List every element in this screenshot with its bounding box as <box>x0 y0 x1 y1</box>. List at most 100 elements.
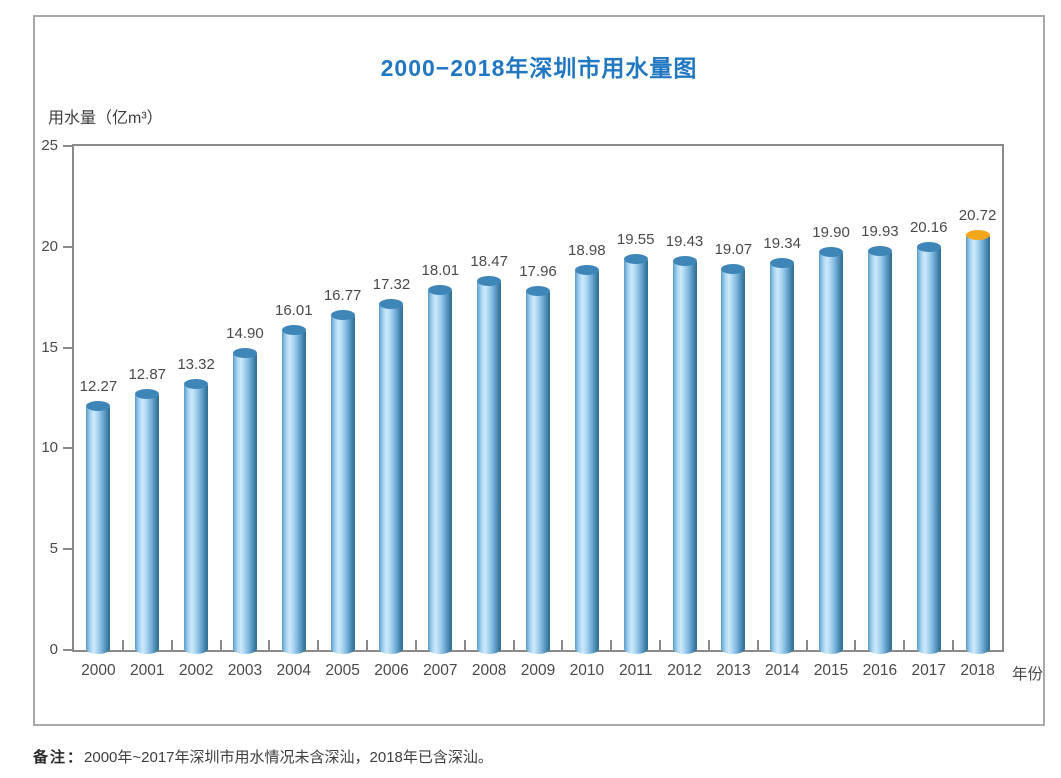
x-axis-year-label: 2007 <box>423 662 458 679</box>
x-tick-mark <box>463 640 466 650</box>
bar-2010 <box>574 265 599 654</box>
bar-2014 <box>770 258 795 654</box>
y-tick-mark <box>63 447 72 450</box>
bar-cap <box>770 258 795 269</box>
x-axis-year-label: 2004 <box>276 662 312 679</box>
bar-cap <box>184 379 209 390</box>
x-axis-year-label: 2008 <box>471 662 507 679</box>
bar-2002 <box>184 379 209 654</box>
x-tick-mark <box>707 640 710 650</box>
bar-cap <box>623 253 648 264</box>
x-axis-year-label: 2018 <box>960 662 995 679</box>
x-tick-mark <box>219 640 222 650</box>
bar-2011 <box>623 253 648 654</box>
x-axis-title: 年份 <box>1012 666 1044 683</box>
x-axis-year-label: 2011 <box>619 662 653 679</box>
bar-cap <box>819 246 844 257</box>
x-tick-mark <box>170 640 173 650</box>
x-axis-year-label: 2016 <box>862 662 898 679</box>
bar-value-label: 12.27 <box>79 377 118 395</box>
bar-cap <box>477 275 502 286</box>
bar-2017 <box>916 241 941 654</box>
bar-value-label: 16.77 <box>323 286 362 304</box>
footnote: 备注：2000年~2017年深圳市用水情况未含深汕，2018年已含深汕。 <box>33 746 493 767</box>
x-axis-year-label: 2000 <box>81 662 116 679</box>
bar-2018 <box>965 230 990 654</box>
x-axis-year-label: 2001 <box>130 662 165 679</box>
y-tick-mark <box>63 245 72 248</box>
bar-cap <box>86 400 111 411</box>
bar-value-label: 19.90 <box>812 223 850 241</box>
x-axis-year-label: 2012 <box>667 662 702 679</box>
x-tick-mark <box>610 640 613 650</box>
y-tick-label: 15 <box>41 338 58 356</box>
x-tick-mark <box>268 640 271 650</box>
bar-2003 <box>232 347 257 654</box>
x-tick-mark <box>903 640 906 650</box>
footnote-label: 备注： <box>33 749 85 766</box>
bar-2016 <box>867 246 892 654</box>
bar-2004 <box>281 325 306 654</box>
bar-value-label: 18.47 <box>470 252 508 270</box>
bar-value-label: 18.98 <box>568 242 606 260</box>
bar-value-label: 20.16 <box>909 218 948 236</box>
bar-2015 <box>819 246 844 654</box>
y-tick-label: 5 <box>49 540 58 558</box>
x-tick-mark <box>512 640 515 650</box>
bar-value-label: 17.96 <box>519 262 557 280</box>
bar-cap <box>721 263 746 274</box>
bar-value-label: 12.87 <box>128 365 167 383</box>
x-tick-mark <box>414 640 417 650</box>
bar-cap <box>330 309 355 320</box>
bar-cap <box>379 298 404 309</box>
x-tick-mark <box>756 640 759 650</box>
x-tick-mark <box>121 640 124 650</box>
bar-cap <box>672 256 697 267</box>
bar-cap <box>428 284 453 295</box>
plot-area: 0 5 10 15 20 25 12.27 2000 12.87 2001 13.32 2002 14.… <box>41 137 1043 683</box>
x-axis-year-label: 2005 <box>325 662 360 679</box>
bar-value-label: 19.93 <box>861 223 899 241</box>
bar-2000 <box>86 400 111 654</box>
bar-2001 <box>135 388 160 654</box>
x-axis-year-label: 2006 <box>374 662 409 679</box>
chart-card: 2000−2018年深圳市用水量图 用水量（亿m³） 0 5 10 15 20 25 12.… <box>33 15 1045 726</box>
bar-value-label: 17.32 <box>372 275 411 293</box>
x-axis-year-label: 2002 <box>178 662 214 679</box>
x-tick-mark <box>317 640 320 650</box>
x-tick-mark <box>366 640 369 650</box>
bar-cap <box>232 347 257 358</box>
y-tick-label: 10 <box>41 439 58 457</box>
y-tick-mark <box>63 649 72 651</box>
footnote-text: 2000年~2017年深圳市用水情况未含深汕，2018年已含深汕。 <box>84 749 493 766</box>
bar-2006 <box>379 298 404 654</box>
x-tick-mark <box>659 640 662 650</box>
x-tick-mark <box>952 640 955 650</box>
y-tick-mark <box>63 145 72 147</box>
bar-value-label: 13.32 <box>177 356 215 374</box>
y-tick-label: 0 <box>49 641 58 658</box>
x-axis-year-label: 2014 <box>764 662 800 679</box>
bar-cap-highlight <box>965 230 990 241</box>
y-tick-label: 20 <box>41 237 58 255</box>
bar-cap <box>281 325 306 336</box>
x-axis-year-label: 2017 <box>911 662 946 679</box>
bar-2012 <box>672 256 697 654</box>
bar-2013 <box>721 263 746 654</box>
bar-value-label: 20.72 <box>958 207 997 225</box>
bar-cap <box>916 241 941 252</box>
bar-value-label: 14.90 <box>226 324 264 342</box>
bar-value-label: 19.34 <box>763 235 801 253</box>
bar-value-label: 19.43 <box>665 233 704 251</box>
x-axis-year-label: 2010 <box>569 662 605 679</box>
x-tick-mark <box>805 640 808 650</box>
bar-value-label: 19.55 <box>616 230 655 248</box>
bar-cap <box>135 388 160 399</box>
bar-2005 <box>330 309 355 654</box>
bar-cap <box>574 265 599 276</box>
x-axis-year-label: 2013 <box>716 662 751 679</box>
bar-value-label: 16.01 <box>275 302 313 320</box>
y-tick-mark <box>63 346 72 349</box>
bar-value-label: 18.01 <box>421 261 460 279</box>
